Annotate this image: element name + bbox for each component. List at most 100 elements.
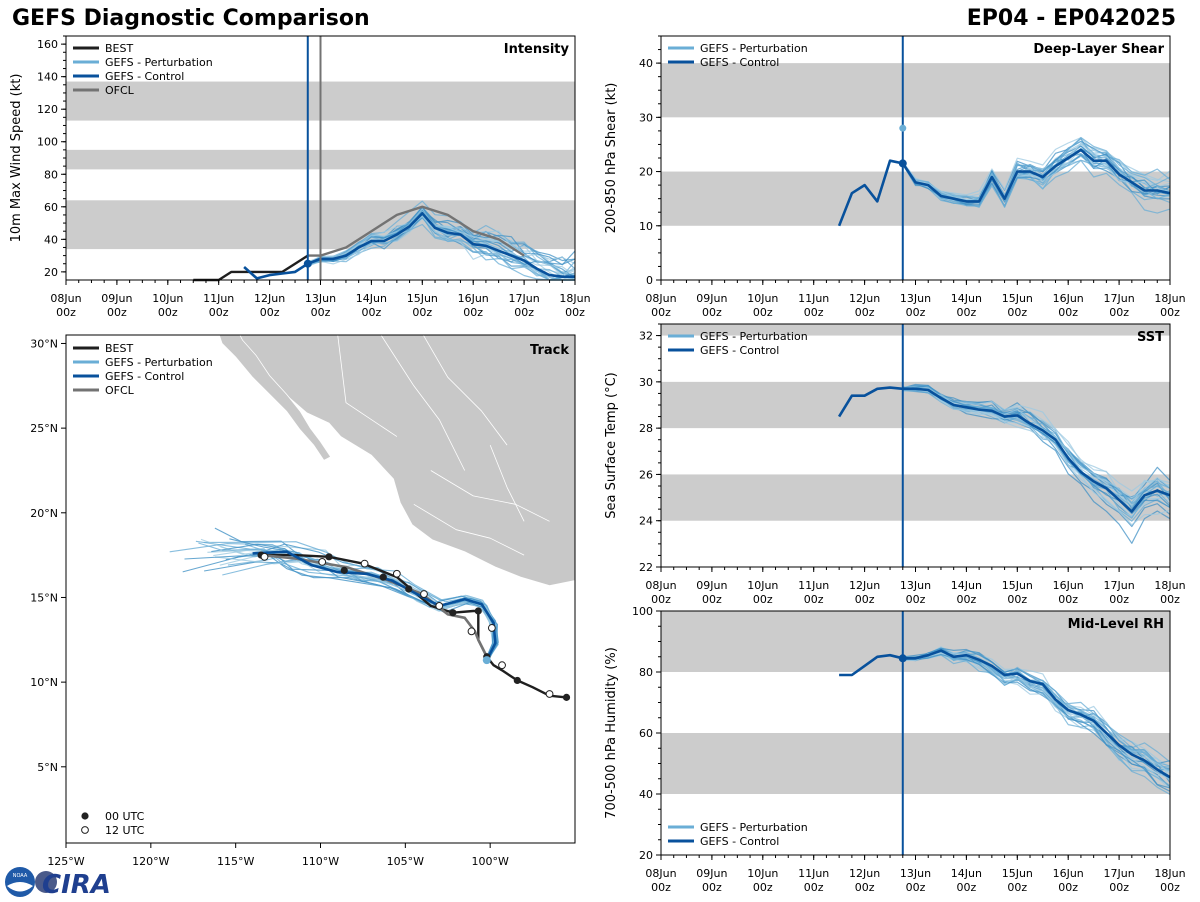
intensity-ytick-label: 60 bbox=[44, 201, 58, 214]
rh-xtick-hour-label: 00z bbox=[1160, 881, 1180, 894]
sst-xtick-hour-label: 00z bbox=[1007, 593, 1027, 606]
intensity-perturbation-line bbox=[307, 200, 576, 274]
rh-perturbation-line bbox=[902, 647, 1171, 787]
sst-xtick-hour-label: 00z bbox=[753, 593, 773, 606]
rh-perturbation-line bbox=[902, 651, 1171, 779]
intensity-xtick-hour-label: 00z bbox=[209, 306, 229, 319]
mexico-landmass bbox=[238, 335, 575, 587]
track-title: Track bbox=[530, 343, 569, 358]
shear-band-1 bbox=[661, 63, 1170, 118]
legend-label-ofcl: OFCL bbox=[105, 84, 135, 97]
shear-perturbation-line bbox=[902, 148, 1171, 206]
intensity-xtick-hour-label: 00z bbox=[362, 306, 382, 319]
intensity-perturbation-line bbox=[307, 214, 576, 277]
rh-plot: 2040608010008Jun00z09Jun00z10Jun00z11Jun… bbox=[604, 605, 1186, 894]
track-00utc-marker bbox=[257, 551, 265, 559]
legend-00utc-marker bbox=[81, 812, 89, 820]
track-12utc-marker bbox=[467, 627, 476, 636]
sst-ylabel: Sea Surface Temp (°C) bbox=[604, 372, 619, 519]
intensity-xtick-date-label: 10Jun bbox=[152, 292, 183, 305]
sst-xtick-hour-label: 00z bbox=[702, 593, 722, 606]
rh-frame bbox=[660, 610, 1171, 856]
track-perturbation-line bbox=[200, 538, 497, 661]
logo-graphics: NOAA CIRA bbox=[5, 867, 111, 900]
sst-perturbation-line bbox=[902, 389, 1171, 505]
sst-perturbation-line bbox=[902, 386, 1171, 507]
sst-xtick-date-label: 13Jun bbox=[900, 579, 931, 592]
shear-xtick-date-label: 17Jun bbox=[1104, 292, 1135, 305]
rh-xtick-hour-label: 00z bbox=[906, 881, 926, 894]
cira-globe-icon bbox=[35, 871, 57, 893]
sst-perturbation-line bbox=[902, 390, 1171, 506]
shear-xtick-hour-label: 00z bbox=[1007, 306, 1027, 319]
legend-label-perturbation: GEFS - Perturbation bbox=[700, 330, 808, 343]
shear-perturbation-line bbox=[902, 160, 1171, 205]
track-00utc-marker bbox=[483, 653, 491, 661]
legend-label-control: GEFS - Control bbox=[105, 70, 184, 83]
intensity-perturbation-line bbox=[307, 223, 575, 281]
rh-ytick-label: 40 bbox=[639, 788, 653, 801]
rh-xtick-date-label: 11Jun bbox=[798, 867, 829, 880]
shear-frame bbox=[660, 35, 1171, 281]
track-perturbation-line bbox=[207, 549, 494, 662]
legend-label-best: BEST bbox=[105, 42, 133, 55]
rh-xtick-date-label: 16Jun bbox=[1053, 867, 1084, 880]
sst-xtick-hour-label: 00z bbox=[1160, 593, 1180, 606]
intensity-perturbation-line bbox=[307, 210, 575, 281]
track-12utc-marker bbox=[498, 661, 506, 670]
intensity-ytick-label: 20 bbox=[44, 266, 58, 279]
track-perturbation-line bbox=[225, 543, 495, 660]
rh-xtick-date-label: 17Jun bbox=[1104, 867, 1135, 880]
shear-control-marker bbox=[898, 159, 907, 168]
shear-ytick-label: 30 bbox=[639, 111, 653, 124]
sst-perturbation-line bbox=[902, 384, 1171, 512]
sst-xtick-hour-label: 00z bbox=[957, 593, 977, 606]
track-perturbation-line bbox=[219, 551, 495, 661]
track-control-marker bbox=[482, 656, 491, 665]
intensity-xtick-hour-label: 00z bbox=[260, 306, 280, 319]
shear-perturbation-line bbox=[902, 142, 1171, 203]
track-ofcl-line bbox=[260, 553, 488, 658]
sst-perturbation-line bbox=[902, 386, 1171, 492]
rh-xtick-date-label: 08Jun bbox=[645, 867, 676, 880]
intensity-frame bbox=[65, 35, 576, 281]
track-plot: 125°W 120°W 115°W 110°W 105°W 100°W5°N10°N15°… bbox=[30, 334, 576, 868]
state-border bbox=[422, 335, 508, 446]
track-perturbation-line bbox=[198, 542, 497, 661]
intensity-title: Intensity bbox=[504, 42, 570, 57]
shear-ytick-label: 0 bbox=[646, 274, 653, 287]
shear-perturbation-line bbox=[902, 143, 1171, 201]
rh-xtick-hour-label: 00z bbox=[855, 881, 875, 894]
rh-xtick-hour-label: 00z bbox=[1007, 881, 1027, 894]
track-ytick-label: 25°N bbox=[30, 422, 58, 435]
state-border bbox=[380, 335, 466, 471]
shear-perturbation-line bbox=[902, 159, 1171, 207]
rh-xtick-date-label: 12Jun bbox=[849, 867, 880, 880]
shear-xtick-hour-label: 00z bbox=[1109, 306, 1129, 319]
intensity-perturbation-line bbox=[307, 209, 576, 270]
intensity-band-0 bbox=[66, 200, 575, 250]
track-12utc-marker bbox=[487, 624, 496, 632]
track-perturbation-line bbox=[260, 549, 497, 661]
track-xtick-label: 110°W bbox=[302, 855, 339, 868]
intensity-xtick-hour-label: 00z bbox=[565, 306, 585, 319]
shear-xtick-date-label: 10Jun bbox=[747, 292, 778, 305]
sst-perturbation-line bbox=[902, 389, 1171, 528]
rh-perturbation-line bbox=[902, 652, 1171, 777]
intensity-perturbation-line bbox=[307, 205, 576, 267]
sst-xtick-hour-label: 00z bbox=[804, 593, 824, 606]
rh-perturbation-line bbox=[902, 646, 1171, 768]
intensity-xtick-hour-label: 00z bbox=[56, 306, 76, 319]
shear-xtick-hour-label: 00z bbox=[651, 306, 671, 319]
track-perturbation-line bbox=[255, 543, 496, 661]
track-perturbation-line bbox=[211, 543, 499, 661]
shear-xtick-date-label: 18Jun bbox=[1154, 292, 1185, 305]
track-xtick-label: 100°W bbox=[471, 855, 508, 868]
sst-perturbation-line bbox=[902, 388, 1171, 500]
shear-xtick-date-label: 08Jun bbox=[645, 292, 676, 305]
rh-perturbation-line bbox=[902, 653, 1171, 781]
sst-perturbation-line bbox=[902, 386, 1171, 504]
sst-ytick-label: 30 bbox=[639, 376, 653, 389]
shear-perturbation-line bbox=[902, 154, 1171, 208]
intensity-ytick-label: 140 bbox=[37, 71, 58, 84]
